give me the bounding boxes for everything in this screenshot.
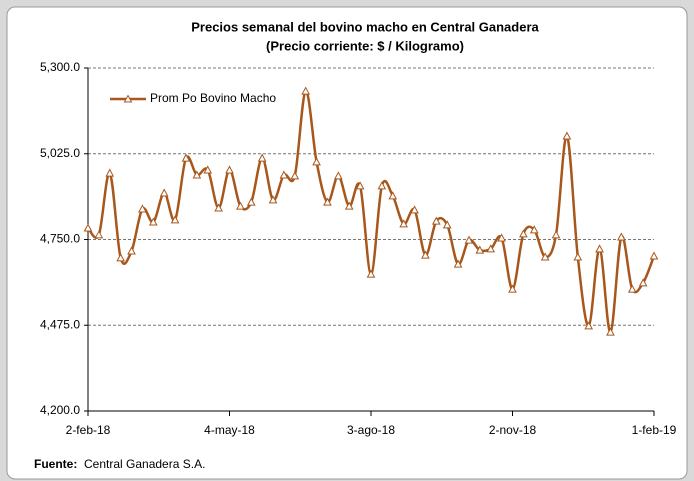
source-label: Fuente: <box>34 457 77 471</box>
marker <box>105 168 115 177</box>
marker <box>225 165 234 174</box>
marker <box>268 195 278 204</box>
marker <box>344 201 354 210</box>
marker <box>94 230 104 239</box>
marker <box>312 157 321 166</box>
marker <box>127 246 136 255</box>
marker <box>236 201 245 210</box>
marker <box>584 321 594 330</box>
chart-frame <box>6 6 688 480</box>
marker <box>366 269 376 278</box>
marker <box>442 220 452 229</box>
marker <box>551 230 561 239</box>
marker <box>301 86 311 95</box>
marker <box>410 205 419 214</box>
x-tick-label: 2-feb-18 <box>66 423 111 437</box>
marker <box>181 153 191 162</box>
marker <box>203 165 213 174</box>
marker <box>257 153 267 162</box>
marker <box>246 197 256 206</box>
marker <box>649 251 659 260</box>
marker <box>83 223 93 232</box>
marker <box>377 181 387 190</box>
marker <box>334 171 343 180</box>
marker <box>562 131 572 140</box>
x-tick-label: 1-feb-19 <box>632 423 677 437</box>
y-tick-label: 4,750.0 <box>40 232 80 246</box>
marker <box>279 170 289 179</box>
marker <box>355 181 365 190</box>
marker <box>170 215 180 224</box>
marker <box>540 252 550 261</box>
marker <box>453 259 463 268</box>
marker <box>497 233 506 242</box>
marker <box>192 170 202 179</box>
marker <box>431 216 441 225</box>
source: Central Ganadera S.A. <box>84 457 205 471</box>
chart-title: Precios semanal del bovino macho en Cent… <box>191 19 539 34</box>
marker <box>519 229 528 238</box>
x-tick-label: 3-ago-18 <box>347 423 395 437</box>
marker <box>214 203 223 212</box>
chart-subtitle: (Precio corriente: $ / Kilogramo) <box>266 38 464 53</box>
legend-label: Prom Po Bovino Macho <box>150 91 276 105</box>
legend-marker <box>123 94 133 103</box>
marker <box>421 250 430 259</box>
y-tick-label: 5,025.0 <box>40 146 80 160</box>
marker <box>148 217 158 226</box>
marker <box>508 284 517 293</box>
marker <box>290 171 300 180</box>
marker <box>323 197 332 206</box>
marker <box>573 252 583 261</box>
marker <box>116 253 125 262</box>
y-tick-label: 5,300.0 <box>40 60 80 74</box>
marker <box>388 191 398 200</box>
marker <box>606 327 615 336</box>
marker <box>486 244 496 253</box>
marker <box>138 204 147 213</box>
marker <box>475 245 485 254</box>
x-tick-label: 2-nov-18 <box>489 423 537 437</box>
y-tick-label: 4,475.0 <box>40 317 80 331</box>
marker <box>595 244 604 253</box>
marker <box>399 219 408 228</box>
y-tick-label: 4,200.0 <box>40 403 80 417</box>
marker <box>464 235 474 244</box>
marker <box>627 284 637 293</box>
marker <box>529 225 539 234</box>
marker <box>159 188 169 197</box>
marker <box>617 232 626 241</box>
marker <box>638 278 648 287</box>
x-tick-label: 4-may-18 <box>204 423 255 437</box>
